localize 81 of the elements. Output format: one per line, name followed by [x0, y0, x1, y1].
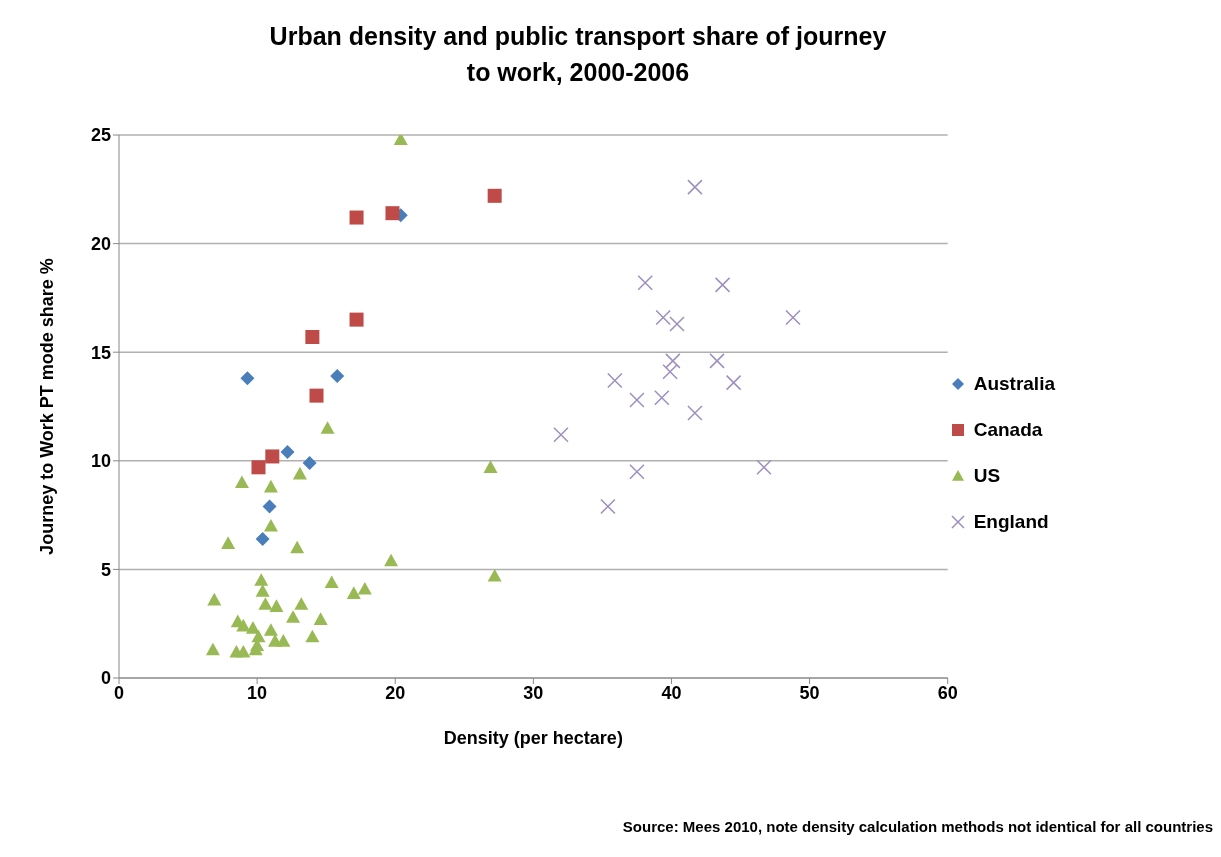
point: [263, 518, 278, 532]
point: [309, 388, 324, 403]
point: [292, 466, 307, 480]
point: [286, 610, 301, 623]
legend-label: US: [973, 465, 1001, 487]
point: [553, 426, 569, 443]
point: [255, 584, 270, 597]
point: [294, 597, 309, 610]
point: [709, 353, 725, 369]
point: [263, 623, 278, 636]
point: [725, 374, 742, 391]
point: [687, 179, 703, 195]
point: [254, 573, 269, 586]
point: [330, 369, 345, 384]
x-tick-label: 10: [247, 682, 268, 703]
source-note: Source: Mees 2010, note density calculation methods not identical for all countries: [622, 818, 1213, 835]
point: [265, 449, 280, 464]
point: [234, 475, 249, 489]
point: [240, 371, 255, 386]
point: [251, 460, 266, 475]
x-tick-label: 0: [113, 682, 125, 703]
y-tick-label: 5: [100, 559, 111, 580]
point: [357, 581, 372, 595]
point: [629, 463, 645, 480]
point: [269, 599, 284, 612]
point: [313, 612, 328, 625]
x-tick-label: 30: [523, 682, 544, 703]
point: [263, 479, 278, 493]
point: [607, 372, 623, 389]
point: [384, 553, 399, 567]
point: [207, 592, 222, 606]
point: [302, 455, 317, 470]
point: [756, 459, 772, 476]
point: [305, 629, 320, 643]
point: [629, 392, 645, 408]
x-tick-label: 60: [937, 682, 958, 703]
point: [349, 312, 364, 327]
point: [483, 460, 498, 473]
point: [324, 575, 339, 589]
x-tick-label: 50: [799, 682, 820, 703]
point: [290, 540, 305, 554]
point: [487, 568, 502, 582]
chart-title: Urban density and public transport share of journey to work, 2000-2006: [268, 21, 888, 88]
x-tick-label: 40: [661, 682, 682, 703]
point: [276, 634, 291, 647]
point: [669, 316, 685, 332]
point: [654, 390, 670, 406]
point: [665, 353, 681, 369]
y-tick-label: 25: [90, 125, 111, 146]
point: [687, 405, 703, 421]
point: [262, 499, 277, 514]
point: [255, 531, 270, 546]
point: [205, 642, 220, 656]
point: [346, 586, 361, 599]
y-tick-label: 0: [100, 668, 111, 689]
point: [385, 206, 400, 221]
point: [236, 644, 251, 658]
legend-label: England: [973, 511, 1049, 533]
point: [280, 445, 295, 460]
point: [258, 597, 273, 610]
point: [305, 330, 320, 344]
point: [655, 309, 671, 326]
point: [245, 621, 260, 634]
y-axis-title: Journey to Work PT mode share %: [37, 258, 58, 555]
x-axis-title: Density (per hectare): [443, 728, 623, 748]
point: [662, 364, 678, 380]
point: [487, 188, 502, 203]
y-tick-label: 15: [90, 342, 111, 363]
point: [320, 421, 335, 434]
point: [221, 536, 236, 549]
point: [785, 309, 801, 326]
y-tick-label: 10: [90, 451, 111, 472]
point: [236, 618, 251, 632]
point: [714, 277, 731, 293]
legend-label: Canada: [973, 419, 1043, 441]
point: [349, 210, 364, 225]
x-tick-label: 20: [385, 682, 406, 703]
legend-label: Australia: [973, 373, 1055, 395]
y-tick-label: 20: [90, 233, 111, 254]
point: [600, 498, 616, 515]
point: [637, 274, 653, 291]
